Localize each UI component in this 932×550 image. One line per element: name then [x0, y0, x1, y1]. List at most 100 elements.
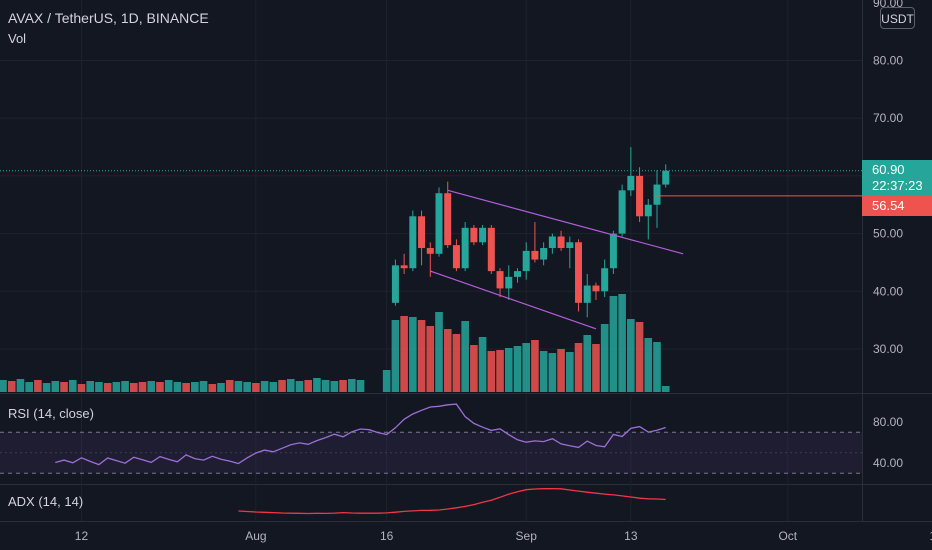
volume-bar	[295, 381, 304, 392]
volume-bar	[269, 382, 278, 392]
channel-lower-line	[430, 270, 597, 330]
rsi-tick-label: 40.00	[873, 456, 903, 470]
volume-bar	[539, 351, 548, 392]
volume-bar	[635, 322, 644, 392]
volume-bar	[426, 326, 435, 392]
volume-bar	[25, 382, 33, 392]
volume-bar	[217, 383, 225, 392]
currency-unit-button[interactable]: USDT	[880, 7, 915, 29]
volume-bar	[443, 329, 452, 392]
candle-body	[435, 193, 443, 254]
candle-body	[627, 175, 635, 191]
price-axis[interactable]: 90.0080.0070.0060.0050.0040.0030.0080.00…	[873, 0, 903, 470]
candle-body	[540, 248, 548, 260]
volume-bar	[16, 379, 25, 392]
volume-bar	[68, 380, 77, 392]
volume-bar	[574, 343, 583, 392]
price-pane[interactable]	[0, 147, 862, 392]
candle-body	[418, 216, 426, 249]
volume-bar	[260, 381, 269, 392]
candle-body	[583, 285, 591, 303]
candle-body	[513, 271, 521, 277]
price-tick-label: 50.00	[873, 227, 903, 241]
symbol-legend[interactable]: AVAX / TetherUS, 1D, BINANCE	[8, 10, 209, 26]
volume-bar	[435, 312, 443, 392]
last-price-badge: 60.90 22:37:23	[862, 160, 932, 196]
volume-bar	[348, 379, 356, 392]
adx-pane[interactable]	[238, 487, 666, 515]
volume-bar	[382, 370, 391, 392]
volume-bar	[321, 380, 330, 392]
candle-body	[618, 190, 626, 234]
candle-body	[636, 175, 644, 217]
volume-bar	[417, 320, 426, 392]
candle-body	[461, 227, 469, 269]
rsi-pane[interactable]	[0, 403, 862, 474]
time-tick-label: 13	[624, 529, 638, 543]
volume-bar	[130, 383, 138, 392]
volume-bar	[557, 349, 565, 392]
volume-bar	[147, 381, 156, 392]
volume-bar	[121, 381, 129, 392]
volume-bar	[522, 343, 530, 392]
volume-bar	[60, 382, 68, 392]
volume-bar	[86, 381, 94, 392]
volume-bar	[609, 296, 618, 392]
volume-bar	[478, 337, 487, 392]
candle-body	[452, 245, 460, 269]
candle-body	[444, 193, 452, 246]
time-tick-label: 12	[75, 529, 89, 543]
adx-line	[238, 487, 666, 515]
rsi-tick-label: 80.00	[873, 415, 903, 429]
volume-bar	[600, 324, 609, 392]
candle-body	[487, 227, 495, 272]
prev-close-badge: 56.54	[862, 196, 932, 216]
candle-body	[391, 265, 399, 303]
volume-bar	[156, 382, 164, 392]
volume-bar	[339, 380, 347, 392]
candle-body	[479, 227, 487, 243]
volume-bar	[409, 317, 417, 392]
candle-body	[653, 184, 661, 205]
volume-bar	[548, 353, 557, 392]
volume-bar	[592, 344, 600, 392]
candle-body	[400, 265, 408, 269]
volume-bar	[566, 352, 574, 392]
price-tick-label: 30.00	[873, 342, 903, 356]
volume-bar	[313, 378, 321, 392]
volume-bar	[225, 380, 234, 392]
time-tick-label: Aug	[245, 529, 266, 543]
price-tick-label: 70.00	[873, 111, 903, 125]
volume-bar	[496, 350, 504, 392]
volume-bar	[234, 381, 243, 392]
volume-bar	[661, 386, 670, 392]
candle-body	[662, 170, 670, 185]
time-axis[interactable]: 12 Aug 16 Sep 13 Oct 18	[75, 529, 932, 543]
volume-bar	[34, 380, 42, 392]
volume-bar	[618, 294, 626, 392]
volume-bar	[173, 382, 182, 392]
volume-bar	[330, 381, 339, 392]
candle-body	[548, 236, 556, 249]
bar-countdown: 22:37:23	[872, 178, 923, 193]
adx-legend[interactable]: ADX (14, 14)	[8, 494, 84, 509]
volume-bar	[531, 340, 539, 392]
volume-legend[interactable]: Vol	[8, 31, 27, 46]
volume-bar	[470, 345, 478, 392]
candle-body	[601, 268, 609, 292]
time-tick-label: Oct	[778, 529, 797, 543]
volume-bar	[278, 380, 286, 392]
volume-bar	[252, 383, 260, 392]
volume-bar	[138, 382, 147, 392]
volume-bar	[504, 348, 513, 392]
time-tick-label: 16	[380, 529, 394, 543]
volume-bar	[400, 316, 408, 392]
rsi-legend[interactable]: RSI (14, close)	[8, 406, 94, 421]
volume-bar	[513, 346, 522, 392]
candle-body	[426, 248, 434, 254]
volume-bar	[7, 381, 16, 392]
time-tick-label: 18	[929, 529, 932, 543]
volume-bar	[164, 380, 173, 392]
volume-bar	[77, 384, 86, 392]
